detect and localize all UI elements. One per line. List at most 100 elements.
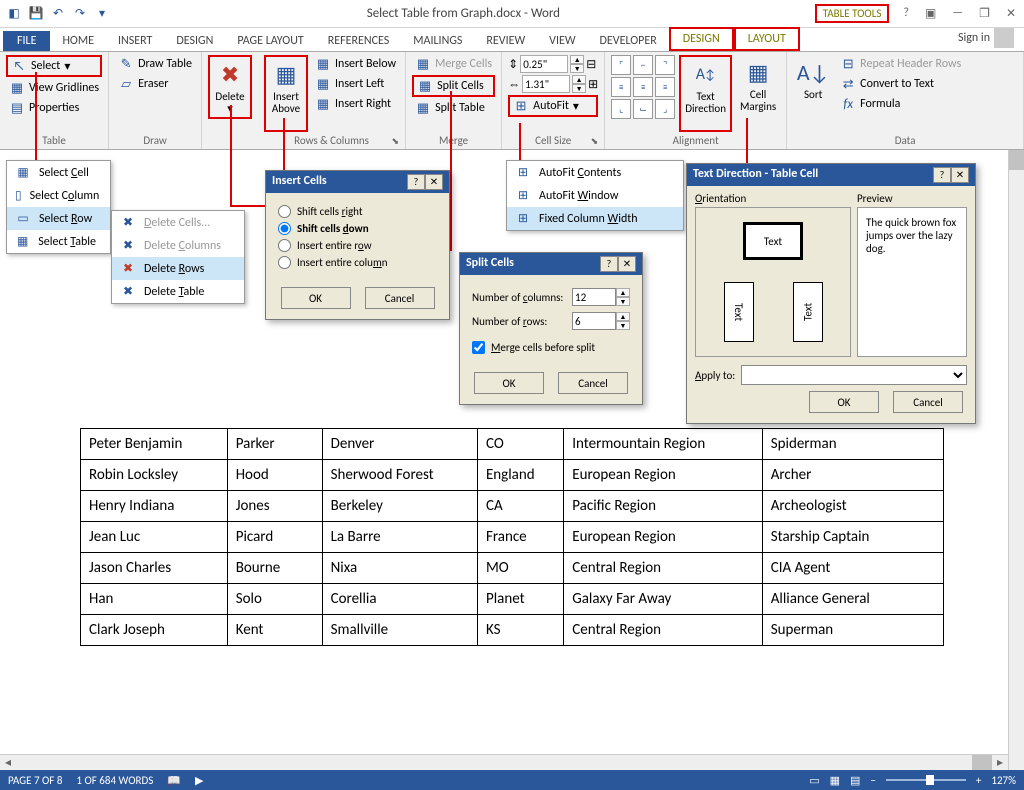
horizontal-scrollbar[interactable]: ◂ ▸ — [0, 754, 1008, 770]
table-row[interactable]: Robin LocksleyHoodSherwood ForestEngland… — [81, 460, 944, 491]
num-rows-input[interactable] — [572, 312, 616, 330]
table-cell[interactable]: European Region — [564, 522, 762, 553]
text-direction-button[interactable]: A↕ TextDirection — [679, 55, 732, 132]
table-cell[interactable]: CIA Agent — [762, 553, 943, 584]
spell-check-icon[interactable]: 📖 — [167, 774, 181, 787]
table-cell[interactable]: Central Region — [564, 553, 762, 584]
table-cell[interactable]: Robin Locksley — [81, 460, 228, 491]
num-cols-input[interactable] — [572, 288, 616, 306]
table-cell[interactable]: England — [477, 460, 563, 491]
help-icon[interactable]: ? — [899, 6, 913, 21]
select-cell-item[interactable]: ▦Select Cell — [7, 161, 110, 184]
zoom-out-icon[interactable]: − — [870, 774, 875, 787]
align-bc[interactable]: ⌙ — [633, 99, 653, 119]
restore-icon[interactable]: ❐ — [975, 6, 994, 21]
split-table-button[interactable]: ▦Split Table — [412, 99, 495, 117]
zoom-thumb[interactable] — [926, 775, 934, 785]
table-cell[interactable]: MO — [477, 553, 563, 584]
dlg-close-icon[interactable]: ✕ — [425, 174, 443, 190]
hscroll-left[interactable]: ◂ — [0, 755, 16, 770]
table-cell[interactable]: Clark Joseph — [81, 615, 228, 646]
table-cell[interactable]: Picard — [227, 522, 322, 553]
height-up[interactable]: ▲ — [570, 55, 584, 64]
insert-cells-ok[interactable]: OK — [281, 287, 351, 309]
col-width-input[interactable] — [522, 75, 570, 93]
minimize-icon[interactable]: — — [948, 6, 967, 21]
read-mode-icon[interactable]: ▭ — [809, 774, 819, 787]
group-cell-size-label[interactable]: Cell Size — [508, 132, 598, 149]
fixed-width-item[interactable]: ⊞Fixed Column Width — [507, 207, 683, 230]
entire-row-radio[interactable] — [278, 239, 291, 252]
insert-left-button[interactable]: ▦Insert Left — [312, 75, 399, 93]
merge-before-check[interactable] — [472, 341, 485, 354]
align-tc[interactable]: ⌐ — [633, 55, 653, 75]
page-indicator[interactable]: PAGE 7 OF 8 — [8, 774, 62, 787]
tab-mailings[interactable]: MAILINGS — [401, 31, 474, 51]
rows-down[interactable]: ▼ — [616, 321, 630, 330]
table-row[interactable]: Jean LucPicardLa BarreFranceEuropean Reg… — [81, 522, 944, 553]
table-cell[interactable]: Intermountain Region — [564, 429, 762, 460]
web-layout-icon[interactable]: ▤ — [850, 774, 860, 787]
table-cell[interactable]: Superman — [762, 615, 943, 646]
table-cell[interactable]: CO — [477, 429, 563, 460]
save-icon[interactable]: 💾 — [26, 4, 46, 24]
insert-above-button[interactable]: ▦ InsertAbove — [264, 55, 308, 132]
dlg-close-icon[interactable]: ✕ — [951, 167, 969, 183]
distribute-cols-icon[interactable]: ⊞ — [588, 77, 598, 92]
table-cell[interactable]: Sherwood Forest — [322, 460, 477, 491]
tab-page-layout[interactable]: PAGE LAYOUT — [225, 31, 315, 51]
distribute-rows-icon[interactable]: ⊟ — [586, 57, 596, 72]
table-row[interactable]: Clark JosephKentSmallvilleKSCentral Regi… — [81, 615, 944, 646]
table-cell[interactable]: Corellia — [322, 584, 477, 615]
table-cell[interactable]: Pacific Region — [564, 491, 762, 522]
align-mr[interactable]: ≡ — [655, 77, 675, 97]
data-table[interactable]: Peter BenjaminParkerDenverCOIntermountai… — [80, 428, 944, 646]
print-layout-icon[interactable]: ▦ — [830, 774, 840, 787]
shift-right-radio[interactable] — [278, 205, 291, 218]
autofit-window-item[interactable]: ⊞AutoFit Window — [507, 184, 683, 207]
select-table-item[interactable]: ▦Select Table — [7, 230, 110, 253]
shift-down-radio[interactable] — [278, 222, 291, 235]
width-up[interactable]: ▲ — [572, 75, 586, 84]
tab-view[interactable]: VIEW — [537, 31, 587, 51]
tab-table-design[interactable]: DESIGN — [669, 27, 734, 51]
cols-up[interactable]: ▲ — [616, 288, 630, 297]
convert-text-button[interactable]: ⇄Convert to Text — [837, 75, 964, 93]
table-cell[interactable]: Galaxy Far Away — [564, 584, 762, 615]
table-row[interactable]: HanSoloCorelliaPlanetGalaxy Far AwayAlli… — [81, 584, 944, 615]
table-cell[interactable]: Starship Captain — [762, 522, 943, 553]
select-row-item[interactable]: ▭Select Row — [7, 207, 110, 230]
table-cell[interactable]: Solo — [227, 584, 322, 615]
vertical-scrollbar[interactable] — [1008, 150, 1024, 770]
tab-table-layout[interactable]: LAYOUT — [734, 27, 800, 51]
table-cell[interactable]: France — [477, 522, 563, 553]
cols-down[interactable]: ▼ — [616, 297, 630, 306]
eraser-button[interactable]: ▱Eraser — [115, 75, 195, 93]
table-cell[interactable]: Peter Benjamin — [81, 429, 228, 460]
tab-review[interactable]: REVIEW — [474, 31, 537, 51]
table-cell[interactable]: Spiderman — [762, 429, 943, 460]
text-horizontal[interactable]: Text — [743, 222, 803, 260]
sort-button[interactable]: A↓ Sort — [793, 55, 833, 132]
delete-columns-item[interactable]: ✖Delete Columns — [112, 234, 244, 257]
table-cell[interactable]: Archeologist — [762, 491, 943, 522]
formula-button[interactable]: fxFormula — [837, 95, 964, 113]
table-cell[interactable]: CA — [477, 491, 563, 522]
dlg-help-icon[interactable]: ? — [407, 174, 425, 190]
insert-right-button[interactable]: ▦Insert Right — [312, 95, 399, 113]
table-cell[interactable]: Nixa — [322, 553, 477, 584]
table-cell[interactable]: Smallville — [322, 615, 477, 646]
table-cell[interactable]: European Region — [564, 460, 762, 491]
table-cell[interactable]: Archer — [762, 460, 943, 491]
view-gridlines-button[interactable]: ▦View Gridlines — [6, 79, 102, 97]
delete-cells-item[interactable]: ✖Delete Cells... — [112, 211, 244, 234]
close-icon[interactable]: ✕ — [1002, 6, 1020, 21]
zoom-slider[interactable] — [886, 779, 966, 781]
tab-developer[interactable]: DEVELOPER — [588, 31, 669, 51]
insert-below-button[interactable]: ▦Insert Below — [312, 55, 399, 73]
table-row[interactable]: Henry IndianaJonesBerkeleyCAPacific Regi… — [81, 491, 944, 522]
hscroll-right[interactable]: ▸ — [992, 755, 1008, 770]
split-cells-cancel[interactable]: Cancel — [558, 372, 628, 394]
table-cell[interactable]: Berkeley — [322, 491, 477, 522]
cell-margins-button[interactable]: ▦ CellMargins — [736, 55, 780, 132]
